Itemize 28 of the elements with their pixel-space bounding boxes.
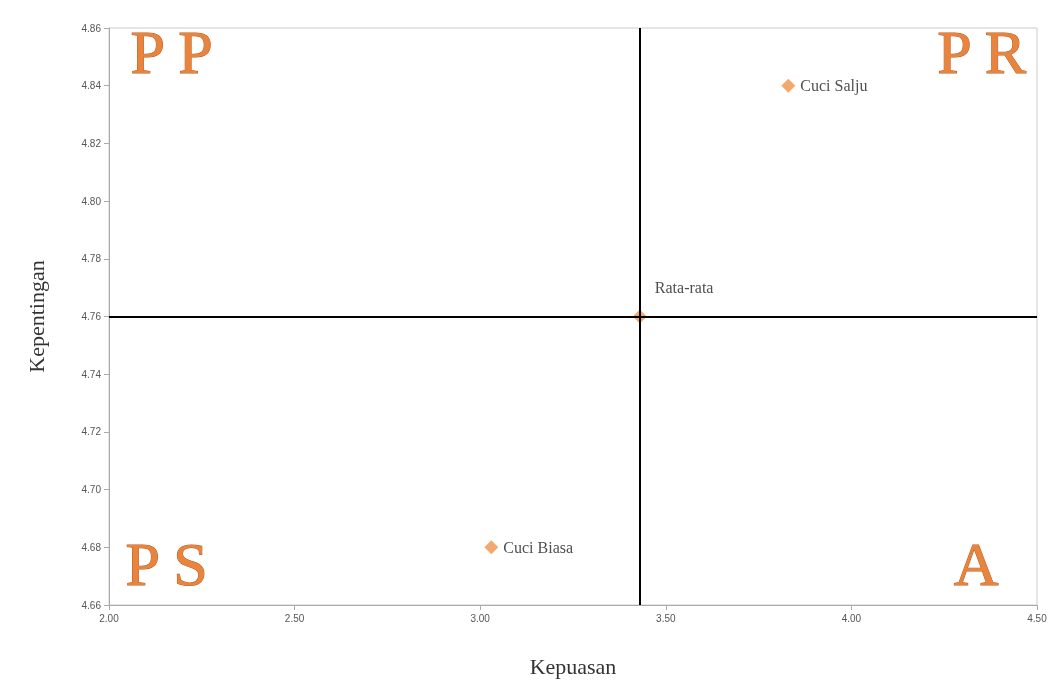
y-tick-label: 4.82 xyxy=(81,137,102,149)
point xyxy=(484,540,499,555)
x-axis-title: Kepuasan xyxy=(529,653,617,679)
y-tick-label: 4.68 xyxy=(81,541,102,553)
x-tick-label: 2.50 xyxy=(284,612,305,624)
x-tick-label: 3.00 xyxy=(470,612,491,624)
y-tick-label: 4.78 xyxy=(81,253,102,265)
y-tick-label: 4.72 xyxy=(81,426,102,438)
y-tick-label: 4.80 xyxy=(81,195,102,207)
y-tick-label: 4.84 xyxy=(81,80,102,92)
annotation: P P xyxy=(130,17,213,86)
x-tick-label: 4.00 xyxy=(841,612,862,624)
y-tick-label: 4.74 xyxy=(81,368,102,380)
x-tick-label: 3.50 xyxy=(656,612,676,624)
point xyxy=(781,78,796,93)
x-tick-label: 4.50 xyxy=(1027,612,1048,624)
annotation: A xyxy=(953,529,999,598)
x-tick-label: 2.00 xyxy=(99,612,120,624)
y-tick-label: 4.70 xyxy=(81,484,102,496)
series-label: Cuci Biasa xyxy=(503,538,574,556)
y-tick-label: 4.86 xyxy=(81,22,102,34)
series-label: Rata-rata xyxy=(654,279,714,296)
series-label: Cuci Salju xyxy=(800,77,868,96)
annotation: P S xyxy=(125,529,208,598)
y-tick-label: 4.76 xyxy=(81,311,102,322)
y-tick-label: 4.66 xyxy=(81,599,102,611)
y-axis-title: Kepentingan xyxy=(23,260,49,373)
annotation: P R xyxy=(937,17,1027,86)
